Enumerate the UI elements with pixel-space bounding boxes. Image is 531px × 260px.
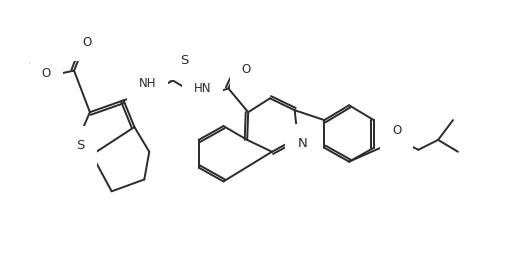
Text: NH: NH xyxy=(139,77,156,90)
Text: O: O xyxy=(82,36,91,49)
Text: N: N xyxy=(298,137,307,150)
Text: O: O xyxy=(392,125,401,138)
Text: HN: HN xyxy=(194,82,211,95)
Text: S: S xyxy=(76,139,84,152)
Text: S: S xyxy=(179,54,188,67)
Text: O: O xyxy=(42,67,51,80)
Text: O: O xyxy=(242,63,251,76)
